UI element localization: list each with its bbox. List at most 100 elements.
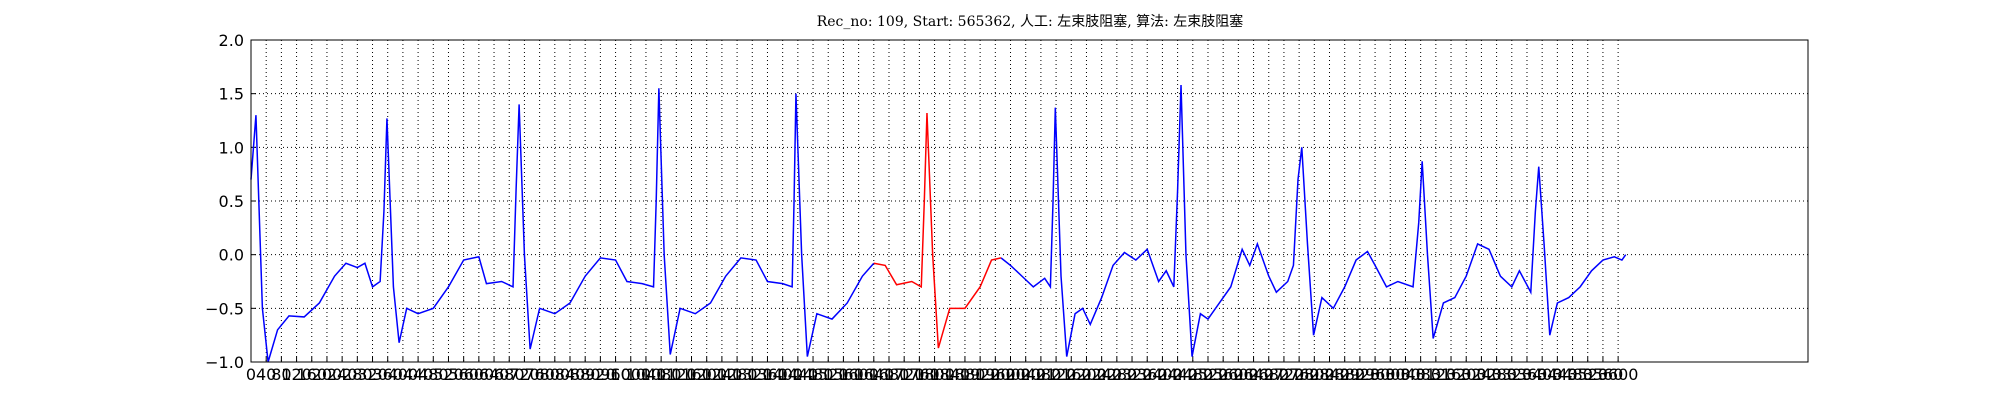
x-tick-label: 320 xyxy=(357,365,388,384)
x-tick-label: 920 xyxy=(585,365,616,384)
x-tick-label: 1280 xyxy=(717,365,758,384)
x-tick-label: 840 xyxy=(555,365,586,384)
x-tick-label: 3520 xyxy=(1567,365,1608,384)
x-tick-label: 3120 xyxy=(1415,365,1456,384)
x-tick-label: 1040 xyxy=(626,365,667,384)
x-tick-label: 2520 xyxy=(1188,365,1229,384)
x-tick-label: 800 xyxy=(540,365,571,384)
x-tick-label: 3360 xyxy=(1507,365,1548,384)
x-tick-label: 2240 xyxy=(1081,365,1122,384)
series-line xyxy=(873,112,1002,349)
x-tick-label: 760 xyxy=(524,365,555,384)
x-tick-label: 3040 xyxy=(1385,365,1426,384)
x-tick-label: 2600 xyxy=(1218,365,1259,384)
x-tick-label: 3000 xyxy=(1370,365,1411,384)
x-tick-label: 3480 xyxy=(1552,365,1593,384)
x-tick-label: 2800 xyxy=(1294,365,1335,384)
x-tick-label: 2120 xyxy=(1036,365,1077,384)
x-tick-label: 480 xyxy=(418,365,449,384)
x-tick-label: 3240 xyxy=(1461,365,1502,384)
x-tick-label: 200 xyxy=(312,365,343,384)
y-tick-label: −0.5 xyxy=(205,299,244,318)
x-tick-label: 1680 xyxy=(869,365,910,384)
x-tick-label: 520 xyxy=(433,365,464,384)
x-tick-label: 1360 xyxy=(747,365,788,384)
x-tick-label: 1200 xyxy=(686,365,727,384)
x-tick-label: 2960 xyxy=(1355,365,1396,384)
x-tick-label: 1880 xyxy=(945,365,986,384)
x-tick-label: 3440 xyxy=(1537,365,1578,384)
x-tick-label: 280 xyxy=(342,365,373,384)
x-tick-label: 3320 xyxy=(1491,365,1532,384)
x-tick-label: 3400 xyxy=(1522,365,1563,384)
x-tick-label: 1800 xyxy=(914,365,955,384)
x-tick-label: 1520 xyxy=(808,365,849,384)
x-tick-label: 2440 xyxy=(1157,365,1198,384)
x-tick-label: 2920 xyxy=(1340,365,1381,384)
x-tick-label: 2840 xyxy=(1309,365,1350,384)
x-tick-label: 1440 xyxy=(777,365,818,384)
x-tick-label: 2320 xyxy=(1112,365,1153,384)
y-tick-label: −1.0 xyxy=(205,353,244,372)
y-tick-label: 2.0 xyxy=(219,31,244,50)
x-tick-label: 960 xyxy=(600,365,631,384)
x-tick-label: 1560 xyxy=(823,365,864,384)
x-tick-label: 1840 xyxy=(929,365,970,384)
x-tick-label: 680 xyxy=(494,365,525,384)
x-tick-label: 3080 xyxy=(1400,365,1441,384)
x-tick-label: 1000 xyxy=(610,365,651,384)
y-tick-label: 1.5 xyxy=(219,85,244,104)
x-tick-label: 160 xyxy=(296,365,327,384)
x-tick-label: 440 xyxy=(403,365,434,384)
x-tick-label: 3600 xyxy=(1598,365,1639,384)
x-tick-label: 3160 xyxy=(1431,365,1472,384)
x-tick-label: 2400 xyxy=(1142,365,1183,384)
y-tick-label: 0.5 xyxy=(219,192,244,211)
x-tick-label: 40 xyxy=(256,365,276,384)
x-tick-label: 2680 xyxy=(1248,365,1289,384)
x-tick-label: 2200 xyxy=(1066,365,1107,384)
x-tick-label: 2280 xyxy=(1096,365,1137,384)
x-tick-label: 1120 xyxy=(656,365,697,384)
x-tick-label: 1920 xyxy=(960,365,1001,384)
x-tick-label: 2000 xyxy=(990,365,1031,384)
plot-frame xyxy=(250,39,1809,363)
x-tick-label: 360 xyxy=(372,365,403,384)
x-tick-label: 640 xyxy=(479,365,510,384)
x-tick-label: 1640 xyxy=(853,365,894,384)
y-tick-label: 1.0 xyxy=(219,138,244,157)
x-tick-label: 560 xyxy=(448,365,479,384)
x-tick-label: 2880 xyxy=(1324,365,1365,384)
y-tick-label: 0.0 xyxy=(219,246,244,265)
x-tick-label: 1240 xyxy=(702,365,743,384)
x-tick-label: 1960 xyxy=(975,365,1016,384)
x-tick-label: 2040 xyxy=(1005,365,1046,384)
x-tick-label: 1760 xyxy=(899,365,940,384)
x-tick-label: 1160 xyxy=(671,365,712,384)
chart-title: Rec_no: 109, Start: 565362, 人工: 左束肢阻塞, 算… xyxy=(817,13,1244,30)
x-tick-label: 2360 xyxy=(1127,365,1168,384)
x-tick-label: 240 xyxy=(327,365,358,384)
x-tick-label: 1720 xyxy=(884,365,925,384)
x-tick-label: 2560 xyxy=(1203,365,1244,384)
x-tick-label: 400 xyxy=(388,365,419,384)
x-tick-label: 1320 xyxy=(732,365,773,384)
x-tick-label: 2720 xyxy=(1264,365,1305,384)
x-tick-label: 2080 xyxy=(1021,365,1062,384)
x-tick-label: 1400 xyxy=(762,365,803,384)
x-tick-label: 1480 xyxy=(793,365,834,384)
x-tick-label: 3560 xyxy=(1583,365,1624,384)
x-tick-label: 3280 xyxy=(1476,365,1517,384)
x-tick-label: 720 xyxy=(509,365,540,384)
x-tick-label: 2160 xyxy=(1051,365,1092,384)
x-tick-label: 2480 xyxy=(1172,365,1213,384)
series-line xyxy=(250,85,1627,363)
x-tick-label: 2760 xyxy=(1279,365,1320,384)
x-tick-label: 3200 xyxy=(1446,365,1487,384)
x-tick-label: 600 xyxy=(464,365,495,384)
x-tick-label: 880 xyxy=(570,365,601,384)
x-tick-label: 120 xyxy=(281,365,312,384)
x-tick-label: 2640 xyxy=(1233,365,1274,384)
